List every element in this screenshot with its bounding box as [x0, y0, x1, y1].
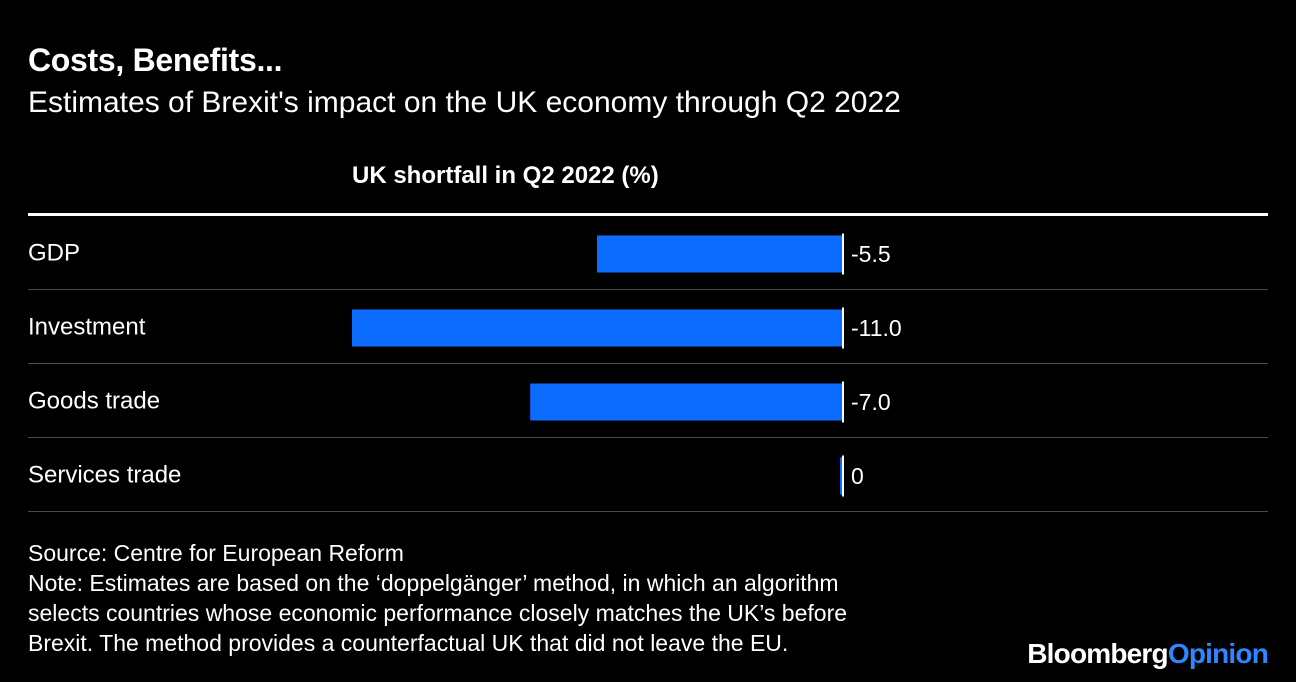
- bar-chart: GDP -5.5 Investment -11.0 Goods trade -7.0 Ser…: [28, 213, 1268, 512]
- zero-axis-segment: [842, 455, 844, 497]
- source-text: Source: Centre for European Reform: [28, 540, 404, 566]
- zero-axis-segment: [842, 381, 844, 423]
- row-separator: [28, 437, 1268, 438]
- bar: [597, 235, 842, 273]
- note-line-3: Brexit. The method provides a counterfac…: [28, 630, 789, 656]
- bloomberg-opinion-logo: BloombergOpinion: [1027, 638, 1269, 670]
- chart-subtitle: Estimates of Brexit's impact on the UK e…: [28, 86, 901, 119]
- bar: [352, 309, 842, 347]
- zero-bar-marker: [840, 457, 842, 495]
- chart-title: Costs, Benefits...: [28, 42, 283, 78]
- category-label: Services trade: [28, 461, 181, 488]
- note-line-2: selects countries whose economic perform…: [28, 600, 848, 626]
- row-separator: [28, 511, 1268, 512]
- value-label: -5.5: [851, 241, 891, 267]
- category-label: GDP: [28, 239, 80, 266]
- row-separator: [28, 363, 1268, 364]
- brand-part-1: Bloomberg: [1027, 638, 1168, 669]
- column-header: UK shortfall in Q2 2022 (%): [352, 162, 659, 189]
- bar: [530, 383, 842, 421]
- category-label: Investment: [28, 313, 146, 340]
- value-label: -11.0: [851, 315, 902, 341]
- zero-axis-segment: [842, 233, 844, 275]
- brand-part-2: Opinion: [1167, 638, 1269, 669]
- zero-axis-segment: [842, 307, 844, 349]
- row-separator: [28, 289, 1268, 290]
- value-label: 0: [851, 463, 864, 489]
- value-label: -7.0: [851, 389, 891, 415]
- chart-footer: Source: Centre for European Reform Note:…: [28, 538, 1008, 658]
- category-label: Goods trade: [28, 387, 160, 414]
- header-rule: [28, 213, 1268, 216]
- note-line-1: Note: Estimates are based on the ‘doppel…: [28, 570, 839, 596]
